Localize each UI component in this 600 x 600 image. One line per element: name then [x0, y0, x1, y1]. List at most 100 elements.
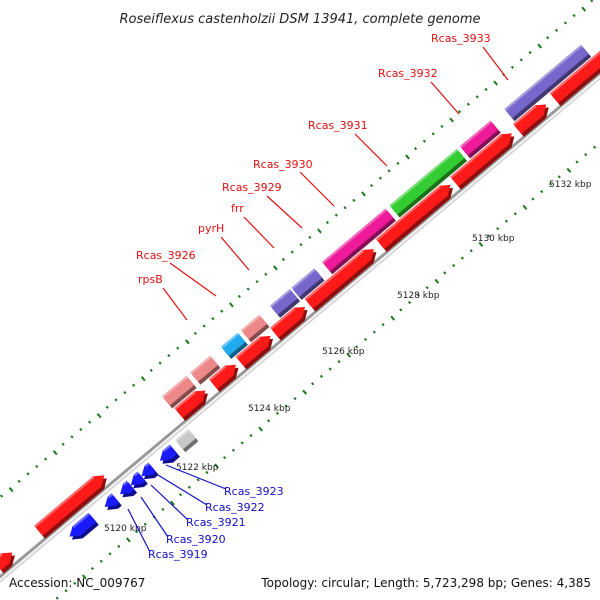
scale-tick [240, 441, 244, 445]
gene-reverse-body [104, 493, 120, 507]
scale-tick [548, 182, 553, 186]
scale-tick [522, 204, 528, 210]
gene-reverse-highlight [163, 444, 172, 453]
scale-tick [158, 361, 162, 365]
gene-feature [389, 148, 468, 218]
scale-tick [52, 450, 58, 456]
scale-tick [413, 147, 418, 151]
scale-tick [546, 36, 550, 40]
scale-tick [319, 374, 324, 378]
gene-label: Rcas_3926 [136, 249, 196, 262]
gene-label: frr [231, 202, 244, 215]
gene-reverse [104, 493, 122, 510]
scale-tick [308, 235, 312, 239]
gene-forward [549, 50, 600, 107]
scale-tick [363, 337, 368, 342]
gene-reverse [120, 480, 138, 498]
scale-tick [214, 463, 219, 469]
gene-feature-body [240, 314, 267, 340]
gene-forward [270, 307, 308, 341]
gene-label: Rcas_3920 [166, 533, 226, 546]
scale-tick [434, 278, 440, 284]
scale-tick [317, 228, 322, 234]
scale-tick [176, 346, 180, 350]
scale-tick [581, 6, 587, 12]
gene-label-leader [165, 464, 227, 490]
scale-tick [205, 470, 209, 475]
scale-tick [572, 13, 576, 18]
scale-tick [302, 389, 308, 395]
scale-tick [132, 383, 136, 387]
gene-forward-highlight [174, 391, 196, 410]
scale-tick [267, 419, 271, 423]
scale-tick [220, 309, 224, 313]
gene-forward [208, 364, 239, 393]
gene-label: pyrH [198, 222, 224, 235]
scale-tick [246, 287, 250, 291]
gene-label-leader [127, 508, 151, 553]
gene-label: rpsB [138, 273, 163, 286]
gene-label-leader [482, 46, 509, 81]
gene-label-leader [169, 262, 217, 297]
gene-feature-body [291, 268, 323, 297]
scale-tick [284, 404, 288, 408]
gene-reverse-body [120, 480, 135, 495]
gene-reverse-body [130, 471, 146, 486]
scale-tick [378, 176, 382, 180]
scale-tick [422, 139, 426, 143]
scale-tick [167, 353, 171, 358]
scale-tick [478, 241, 484, 247]
scale-label: 5128 kbp [397, 291, 440, 301]
gene-feature [270, 289, 301, 318]
scale-tick [70, 435, 74, 439]
scale-tick [61, 442, 65, 446]
gene-forward-body [304, 249, 374, 309]
scale-tick [35, 464, 39, 469]
gene-reverse-body [69, 512, 97, 537]
backbone-layer [0, 71, 600, 584]
scale-tick [361, 191, 366, 197]
scale-tick [43, 457, 48, 461]
gene-forward-highlight [34, 476, 95, 528]
gene-feature-highlight [221, 332, 240, 349]
gene-feature [322, 208, 396, 275]
gene-forward-body [235, 335, 271, 367]
scale-tick [372, 330, 376, 334]
scale-tick [82, 574, 87, 580]
scale-tick [566, 167, 572, 173]
gene-feature [220, 332, 248, 359]
scale-tick [117, 544, 121, 549]
gene-forward [34, 475, 107, 539]
backbone-line [0, 71, 600, 579]
gene-forward [174, 390, 208, 421]
scale-tick [281, 257, 285, 262]
gene-forward [0, 552, 15, 574]
gene-reverse-gray-body [175, 429, 196, 450]
scale-tick [258, 426, 263, 432]
scale-tick [178, 493, 183, 497]
scale-label: 5130 kbp [472, 234, 515, 244]
scale-tick [237, 294, 241, 299]
scale-tick [140, 376, 146, 382]
gene-reverse-highlight [107, 493, 113, 499]
scale-tick [311, 382, 315, 386]
scale-tick [17, 479, 21, 483]
scale-tick [407, 300, 412, 305]
scale-tick [184, 339, 190, 345]
scale-label: 5120 kbp [104, 524, 147, 534]
gene-reverse [69, 512, 99, 540]
scale-tick [449, 117, 454, 123]
gene-feature [190, 355, 221, 385]
scale-tick [222, 456, 227, 460]
gene-forward [304, 249, 377, 312]
scale-tick [105, 405, 109, 409]
scale-tick [114, 398, 118, 402]
gene-forward-highlight [0, 553, 3, 558]
scale-tick [99, 559, 103, 563]
gene-label-leader [150, 484, 189, 521]
gene-label-leader [266, 195, 303, 229]
scale-tick [187, 485, 191, 489]
gene-label-leader [220, 236, 250, 271]
